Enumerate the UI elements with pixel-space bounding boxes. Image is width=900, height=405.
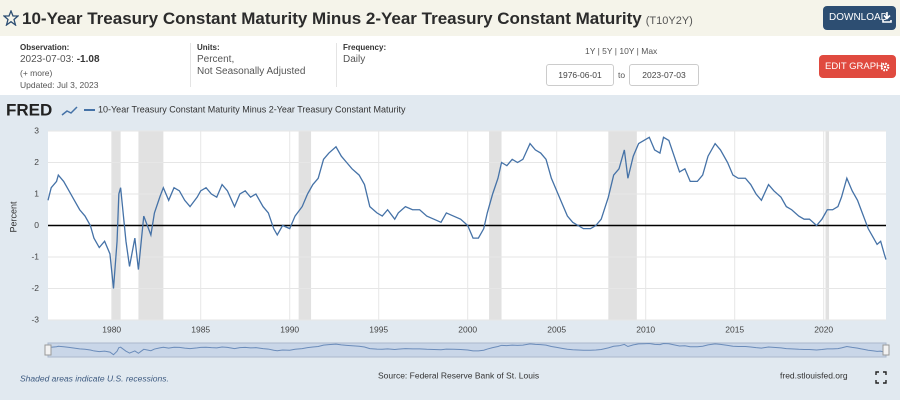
x-tick-label: 1990 <box>280 324 299 334</box>
updated: Updated: Jul 3, 2023 <box>20 80 99 90</box>
download-button[interactable]: DOWNLOAD <box>823 6 896 30</box>
x-tick-label: 2005 <box>547 324 566 334</box>
observation: 2023-07-03: -1.08 <box>20 54 100 65</box>
separator <box>336 43 337 87</box>
separator <box>190 43 191 87</box>
frequency: Daily <box>343 54 366 65</box>
plot <box>48 130 886 321</box>
y-tick-label: 0 <box>34 220 39 230</box>
edit-graph-label: EDIT GRAPH <box>825 61 883 72</box>
y-tick-label: -2 <box>31 283 39 293</box>
recession-note: Shaded areas indicate U.S. recessions. <box>20 373 169 383</box>
page-title: 10-Year Treasury Constant Maturity Minus… <box>22 9 693 29</box>
units-label: Units: <box>197 43 220 52</box>
observation-date: 2023-07-03: <box>20 54 74 65</box>
y-tick-label: 2 <box>34 157 39 167</box>
x-tick-label: 2000 <box>458 324 477 334</box>
x-tick-label: 2015 <box>725 324 744 334</box>
fred-logo[interactable]: FRED <box>6 100 52 119</box>
to-label: to <box>618 70 626 80</box>
download-icon <box>882 12 892 23</box>
title-text: 10-Year Treasury Constant Maturity Minus… <box>22 9 642 28</box>
y-tick-label: 1 <box>34 188 39 198</box>
x-tick-label: 1980 <box>102 324 121 334</box>
x-tick-label: 2020 <box>814 324 833 334</box>
source: Source: Federal Reserve Bank of St. Loui… <box>378 370 539 380</box>
navigator-handle[interactable] <box>882 344 890 356</box>
top-bar: 10-Year Treasury Constant Maturity Minus… <box>0 0 900 36</box>
series-line <box>47 136 887 289</box>
info-row <box>0 36 900 95</box>
chart: FRED Percent 10-Year Treasury Constant M… <box>6 100 890 384</box>
star-icon[interactable] <box>3 10 19 26</box>
download-label: DOWNLOAD <box>829 12 888 23</box>
series-id: (T10Y2Y) <box>645 15 693 27</box>
y-axis-label: Percent <box>8 201 18 233</box>
y-tick-label: -1 <box>31 251 39 261</box>
navigator-handle[interactable] <box>44 344 52 356</box>
navigator-line <box>47 342 887 356</box>
frequency-label: Frequency: <box>343 43 387 52</box>
more-link[interactable]: (+ more) <box>20 68 53 78</box>
x-tick-label: 1985 <box>191 324 210 334</box>
logo-icon <box>61 106 78 116</box>
edit-graph-button[interactable]: EDIT GRAPH <box>819 55 896 78</box>
fullscreen-icon[interactable] <box>875 371 887 384</box>
end-date-input[interactable]: 2023-07-03 <box>629 64 699 86</box>
y-tick-label: -3 <box>31 314 39 324</box>
range-buttons[interactable]: 1Y | 5Y | 10Y | Max <box>585 46 658 56</box>
x-tick-label: 2010 <box>636 324 655 334</box>
chart-container: FRED Percent 10-Year Treasury Constant M… <box>0 95 900 400</box>
site-url[interactable]: fred.stlouisfed.org <box>780 370 848 380</box>
observation-value: -1.08 <box>76 54 100 65</box>
legend-label: 10-Year Treasury Constant Maturity Minus… <box>98 104 406 114</box>
start-date-input[interactable]: 1976-06-01 <box>546 64 614 86</box>
observation-label: Observation: <box>20 43 70 52</box>
units-line: Not Seasonally Adjusted <box>197 66 306 77</box>
units-line: Percent, <box>197 54 235 65</box>
gear-icon <box>880 62 890 72</box>
x-tick-label: 1995 <box>369 324 388 334</box>
y-tick-label: 3 <box>34 125 39 135</box>
